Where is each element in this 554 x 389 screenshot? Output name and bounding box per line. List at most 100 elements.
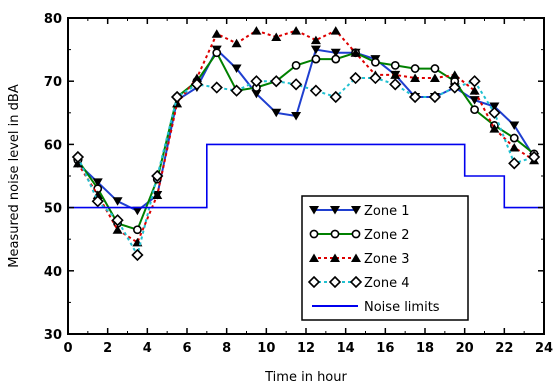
zone-4-point xyxy=(508,157,521,170)
zone-3-point xyxy=(271,32,282,41)
series-zone-1 xyxy=(72,45,540,216)
x-tick-label: 2 xyxy=(103,341,112,356)
legend-item-zone-4: Zone 4 xyxy=(307,275,410,291)
zone-4-point xyxy=(71,150,85,164)
zone-2-point xyxy=(291,61,301,70)
x-tick-label: 16 xyxy=(376,341,394,356)
x-tick-label: 18 xyxy=(416,341,434,356)
legend-label: Zone 4 xyxy=(364,276,410,291)
zone-1-point xyxy=(132,206,143,216)
zone-1-point xyxy=(330,48,341,58)
legend-swatch-marker xyxy=(309,253,319,262)
x-tick-label: 8 xyxy=(222,341,231,356)
zone-4-point xyxy=(389,78,402,91)
zone-4-point xyxy=(329,90,342,104)
x-tick-label: 24 xyxy=(535,341,553,356)
x-tick-label: 4 xyxy=(143,341,152,356)
legend-item-zone-1: Zone 1 xyxy=(309,204,410,219)
zone-4-point xyxy=(488,106,501,119)
x-axis-title: Time in hour xyxy=(264,370,347,385)
legend-swatch-marker xyxy=(307,275,321,289)
x-tick-label: 14 xyxy=(337,341,355,356)
legend-swatch-marker xyxy=(328,275,342,289)
zone-4-point xyxy=(369,71,382,85)
legend-swatch-marker xyxy=(351,206,361,215)
zone-3-point xyxy=(251,26,262,35)
zone-3-point xyxy=(449,70,460,79)
y-tick-label: 40 xyxy=(44,265,62,280)
x-tick-label: 0 xyxy=(63,341,72,356)
zone-2-point xyxy=(410,64,420,73)
zone-4-point xyxy=(428,90,442,104)
zone-4-point xyxy=(190,78,204,91)
zone-4-point xyxy=(151,169,164,183)
zone-1-point xyxy=(92,178,103,187)
zone-3-point xyxy=(489,124,500,133)
zone-4-point xyxy=(270,75,283,88)
series-zone-3 xyxy=(72,26,540,247)
zone-2-point xyxy=(430,64,440,73)
x-tick-label: 12 xyxy=(297,341,315,356)
zone-3-point xyxy=(211,29,222,38)
legend: Zone 1 Zone 2 Zone 3 Zone 4 Noise limits xyxy=(301,195,469,321)
zone-3-point xyxy=(330,26,341,35)
zone-4-point xyxy=(170,90,184,104)
y-tick-label: 70 xyxy=(44,75,62,90)
zone-2-point xyxy=(311,54,321,64)
zone-3-point xyxy=(112,225,123,234)
zone-3-point xyxy=(469,86,480,95)
zone-2-point xyxy=(371,57,380,67)
legend-swatch-marker xyxy=(309,229,319,239)
zone-4-point xyxy=(131,248,144,262)
zone-1-point xyxy=(231,64,242,74)
zone-3-point xyxy=(429,73,440,83)
x-tick-label: 10 xyxy=(257,341,275,356)
legend-box xyxy=(301,195,469,321)
zone-2-point xyxy=(470,105,479,115)
zone-2-point xyxy=(212,48,222,58)
zone-1-point xyxy=(251,89,262,99)
zone-4-point xyxy=(448,81,461,94)
y-axis-title: Measured noise level in dBA xyxy=(7,84,22,268)
zone-1-point xyxy=(310,45,321,55)
zone-4-point xyxy=(349,71,362,85)
zone-4-point xyxy=(468,75,481,88)
zone-1-line xyxy=(77,47,535,212)
zone-4-point xyxy=(309,84,323,97)
zone-3-point xyxy=(152,190,163,199)
zone-1-point xyxy=(271,108,282,118)
zone-3-point xyxy=(509,143,520,152)
zone-4-point xyxy=(527,150,541,164)
y-tick-label: 60 xyxy=(44,138,62,153)
zone-3-point xyxy=(231,38,242,48)
legend-swatch-marker xyxy=(330,253,340,262)
series-noise-limits xyxy=(68,143,544,209)
legend-swatch-marker xyxy=(351,253,361,262)
zone-4-point xyxy=(408,90,422,104)
zone-1-point xyxy=(469,96,480,105)
legend-swatch-marker xyxy=(330,206,340,215)
legend-label: Zone 1 xyxy=(364,204,410,219)
legend-swatch-marker xyxy=(349,275,363,289)
series-zone-4 xyxy=(71,71,541,262)
legend-label: Noise limits xyxy=(364,300,440,315)
x-tick-label: 6 xyxy=(182,341,191,356)
noise-limits-line xyxy=(68,143,544,209)
legend-swatch-marker xyxy=(330,229,340,239)
zone-3-point xyxy=(390,70,401,79)
zone-3-point xyxy=(291,26,302,35)
data-layer xyxy=(68,26,544,262)
x-tick-label: 20 xyxy=(456,341,474,356)
zone-2-point xyxy=(390,61,400,70)
legend-swatch-marker xyxy=(351,229,361,239)
x-tick-label: 22 xyxy=(495,341,513,356)
legend-swatch-marker xyxy=(309,206,319,215)
y-tick-label: 30 xyxy=(44,328,62,343)
zone-3-point xyxy=(310,35,321,45)
zone-4-point xyxy=(250,75,263,88)
zone-4-point xyxy=(111,214,124,227)
legend-label: Zone 3 xyxy=(364,252,410,267)
zone-1-point xyxy=(291,111,302,121)
